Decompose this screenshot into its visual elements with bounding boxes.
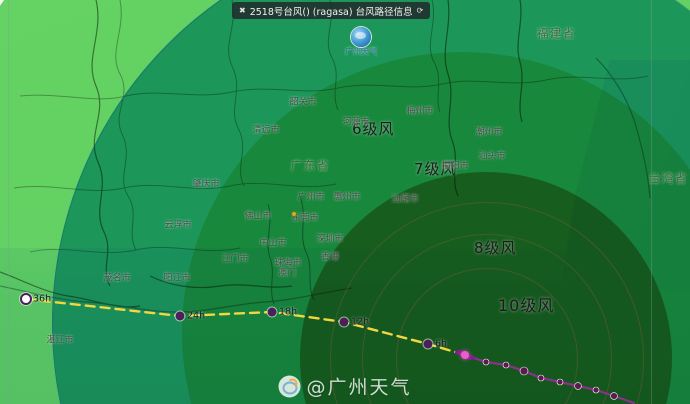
refresh-icon[interactable]: ⟳: [416, 5, 424, 15]
guangzhou-weather-logo: 广州天气: [344, 27, 378, 57]
label-jieyang: 揭阳市: [441, 161, 469, 172]
forecast-node-label-18h: 18h: [279, 306, 298, 318]
typhoon-icon: ✖: [239, 5, 246, 15]
label-fujian: 福建省: [536, 26, 576, 41]
label-meizhou: 梅州市: [406, 106, 434, 117]
label-shantou: 汕头市: [478, 151, 506, 162]
label-guangdong: 广东省: [290, 158, 330, 173]
label-yunfu: 云浮市: [164, 220, 192, 231]
label-chaozhou: 潮州市: [475, 127, 503, 138]
wind-ring-label-force-10: 10级风: [498, 296, 555, 315]
forecast-node-6h[interactable]: [423, 339, 433, 349]
forecast-node-label-12h: 12h: [351, 316, 370, 328]
label-hongkong: 香港: [320, 252, 340, 263]
label-heyuan: 河源市: [342, 117, 370, 128]
forecast-node-label-6h: 6h: [435, 338, 448, 350]
label-zhanjiang: 湛江市: [46, 335, 74, 346]
weather-logo-disc: [351, 27, 371, 47]
label-taiwan: 台湾省: [648, 171, 688, 186]
label-jiangmen: 江门市: [221, 254, 249, 265]
weather-logo-text: 广州天气: [345, 47, 377, 56]
label-macau: 澳门: [277, 268, 297, 279]
label-shaoguan: 韶关市: [289, 97, 317, 108]
forecast-node-24h[interactable]: [175, 311, 185, 321]
label-foshan: 佛山市: [244, 211, 272, 222]
wind-ring-label-force-6: 6级风: [352, 120, 395, 138]
forecast-node-18h[interactable]: [267, 307, 277, 317]
label-shenzhen: 深圳市: [316, 234, 344, 245]
forecast-node-label-24h: 24h: [187, 310, 206, 322]
city-marker-guangzhou: [291, 211, 297, 217]
map-title-chip[interactable]: ✖ 2518号台风() (ragasa) 台风路径信息 ⟳: [232, 2, 431, 19]
label-zhuhai: 珠海市: [274, 258, 302, 269]
map-title-text: 2518号台风() (ragasa) 台风路径信息: [249, 6, 413, 18]
label-guangzhou: 广州市: [297, 192, 325, 203]
label-zhongshan: 中山市: [259, 238, 287, 249]
forecast-node-label-36h: 36h: [33, 293, 52, 305]
forecast-node-12h[interactable]: [339, 317, 349, 327]
label-shanwei: 汕尾市: [391, 194, 419, 205]
wind-ring-label-force-8: 8级风: [474, 239, 517, 257]
frame-edge-right: [651, 0, 652, 404]
label-maoming: 茂名市: [103, 273, 131, 284]
history-track-line: [463, 353, 636, 404]
typhoon-eye-icon[interactable]: [454, 346, 476, 364]
label-yangjiang: 阳江市: [163, 273, 191, 284]
label-qingyuan: 清远市: [252, 125, 280, 136]
wind-ring-label-force-7: 7级风: [414, 160, 457, 178]
typhoon-eye-core: [461, 351, 469, 359]
forecast-node-36h[interactable]: [20, 293, 32, 305]
forecast-track-line: [24, 297, 467, 357]
label-zhaoqing: 肇庆市: [192, 179, 220, 190]
label-huizhou: 惠州市: [333, 192, 361, 203]
label-dongguan: 东莞市: [291, 213, 319, 224]
frame-edge-left: [8, 0, 9, 404]
